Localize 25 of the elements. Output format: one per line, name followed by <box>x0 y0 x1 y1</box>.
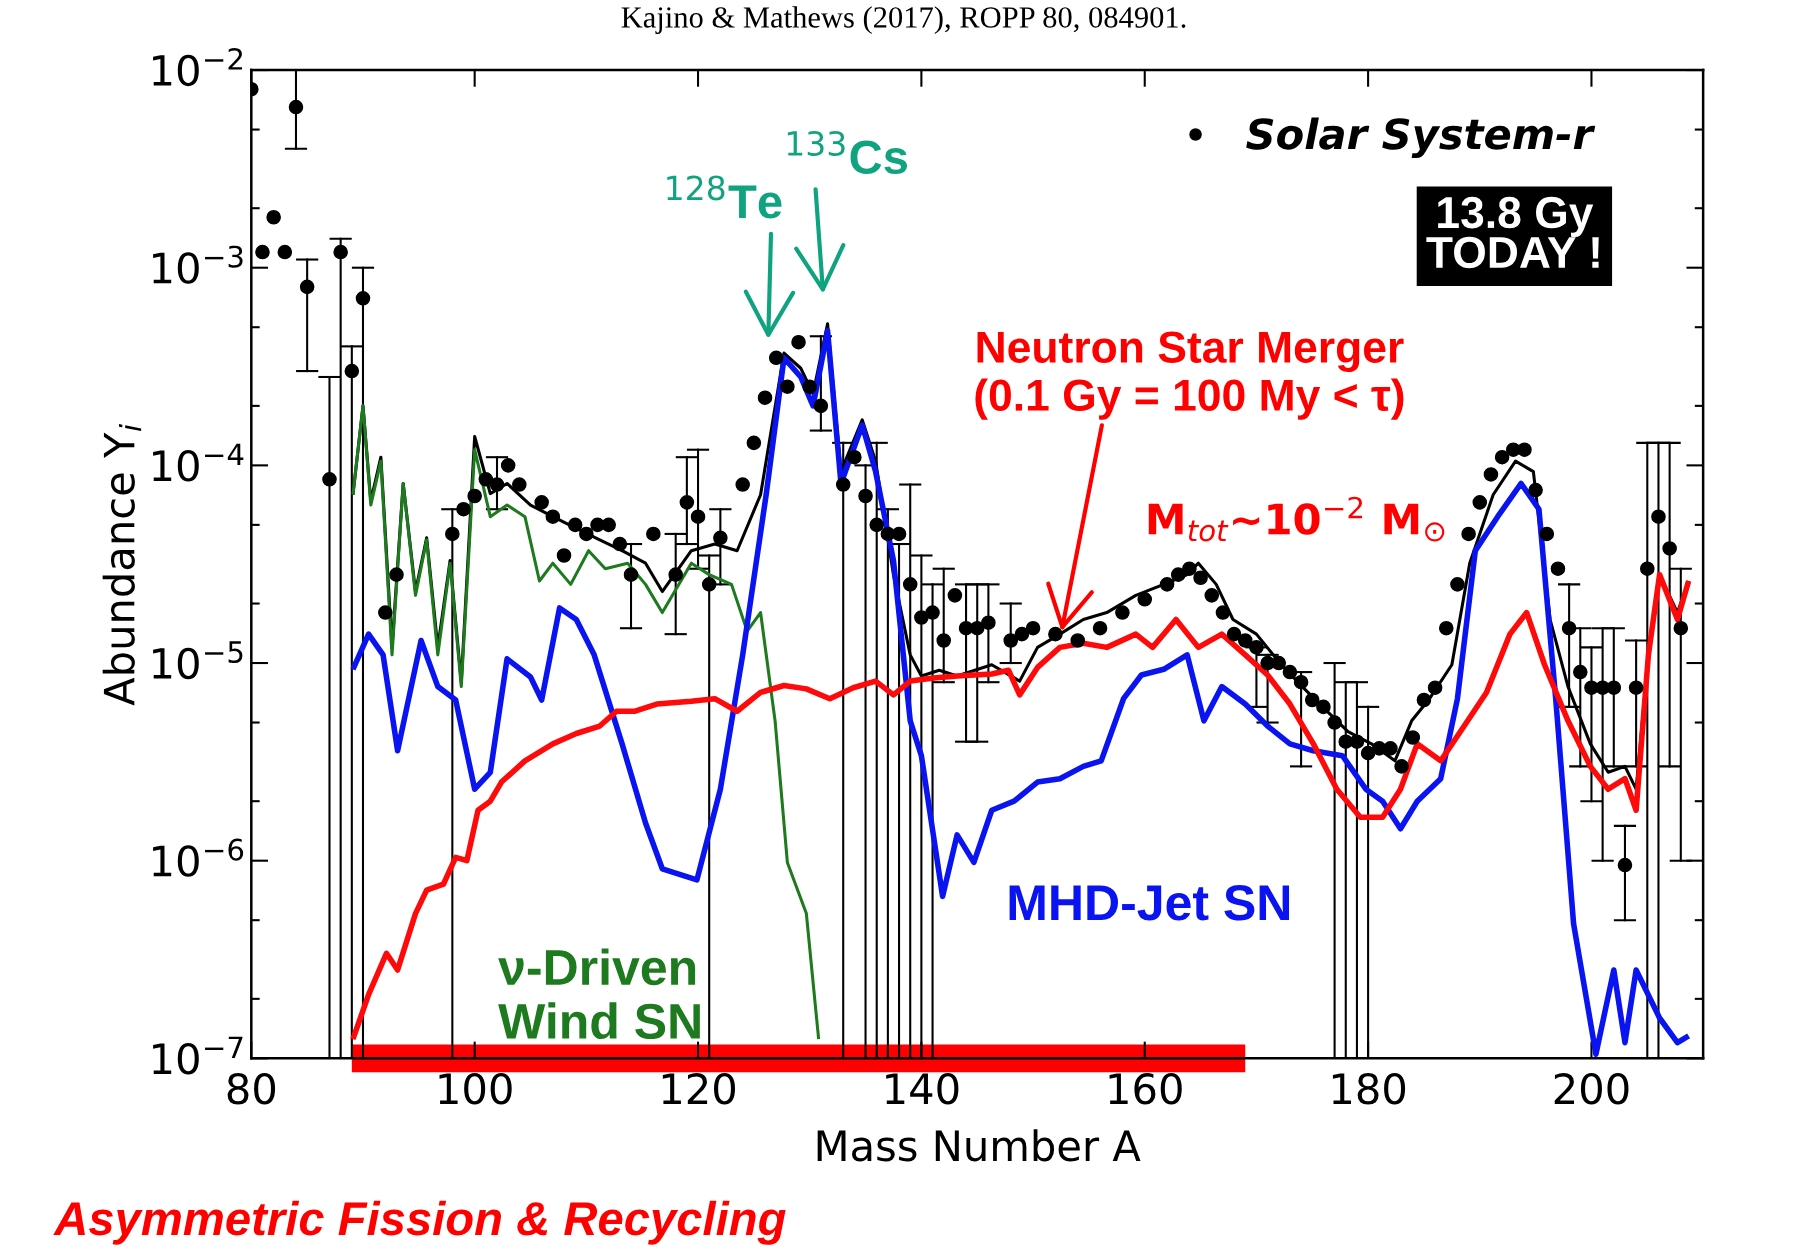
annotation: M$_{tot}$∼10$^{−2}$ M$_{⊙}$ <box>1148 496 1445 542</box>
y-tick-label: 10$^{−3}$ <box>153 245 243 284</box>
y-tick-label: 10$^{−2}$ <box>153 47 243 87</box>
text: Asymmetric Fission & Recycling <box>53 1200 786 1245</box>
legend-label: Solar System-r <box>1246 117 1596 159</box>
chart-title: Kajino & Mathews (2017), ROPP 80, 084901. <box>621 6 1186 34</box>
line-series <box>351 404 821 1041</box>
annotation: 13.8 Gy TODAY ! <box>1426 196 1599 269</box>
annotation: $^{133}$Cs <box>787 130 908 175</box>
y-axis-title: Abundance Y$_{i}$ <box>102 424 142 706</box>
y-tick-label: 10$^{−4}$ <box>153 443 244 482</box>
x-axis-title: Mass Number A <box>817 1129 1141 1162</box>
series-label: MHD-Jet SN <box>1009 885 1290 921</box>
x-tick-label: 120 <box>662 1072 736 1105</box>
x-tick-label: 140 <box>886 1072 959 1105</box>
annotation: $^{128}$Te <box>667 175 782 219</box>
x-tick-label: 100 <box>439 1072 512 1105</box>
text: ν-Driven Wind SN <box>498 948 700 1040</box>
x-tick-label: 160 <box>1109 1072 1182 1105</box>
y-tick-label: 10$^{−6}$ <box>153 838 244 877</box>
annotation: Neutron Star Merger (0.1 Gy = 100 My < τ) <box>975 331 1404 420</box>
y-tick-label: 10$^{−5}$ <box>153 641 243 680</box>
x-tick-label: 200 <box>1554 1072 1629 1105</box>
x-tick-label: 80 <box>227 1072 276 1105</box>
x-tick-label: 180 <box>1332 1072 1406 1105</box>
